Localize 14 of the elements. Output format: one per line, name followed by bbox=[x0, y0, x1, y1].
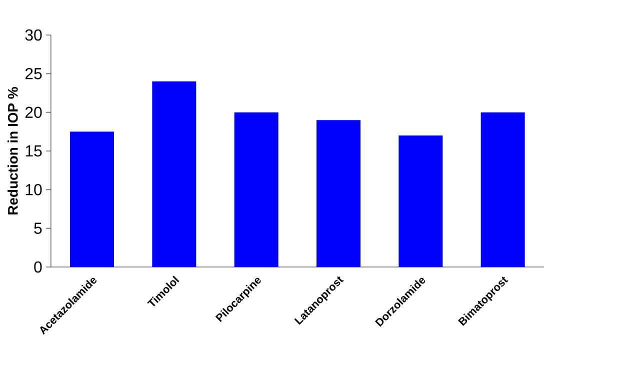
y-tick-label: 30 bbox=[25, 29, 42, 41]
bar bbox=[70, 132, 114, 267]
y-tick-label: 0 bbox=[34, 261, 42, 273]
y-tick-label: 25 bbox=[25, 68, 42, 80]
bar bbox=[316, 120, 360, 267]
y-axis-title: Reduction in IOP % bbox=[8, 87, 18, 214]
y-tick-label: 10 bbox=[26, 184, 42, 196]
y-tick-label: 5 bbox=[34, 222, 42, 234]
bar bbox=[480, 112, 525, 267]
y-tick-label: 20 bbox=[25, 106, 42, 118]
y-tick-label: 15 bbox=[26, 145, 42, 157]
bar bbox=[234, 112, 278, 267]
bar bbox=[398, 136, 443, 267]
bar bbox=[152, 81, 196, 267]
